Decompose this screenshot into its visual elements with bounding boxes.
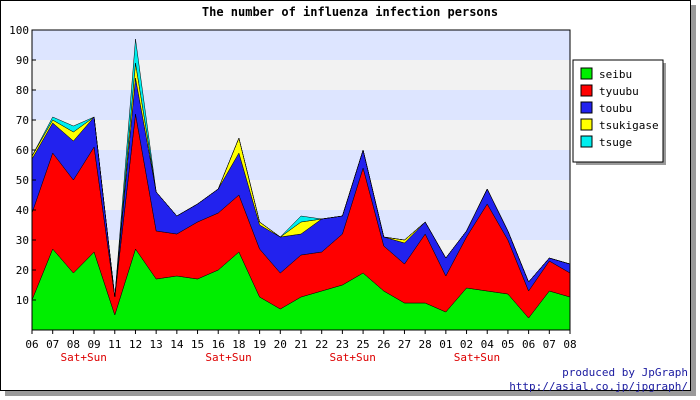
y-tick-label: 70 xyxy=(16,114,29,127)
weekend-label: Sat+Sun xyxy=(61,351,107,364)
x-tick-label: 12 xyxy=(129,338,142,351)
stacked-areas xyxy=(31,29,571,331)
frame-shadow-bottom xyxy=(5,391,696,396)
y-tick-label: 20 xyxy=(16,264,29,277)
x-tick-label: 26 xyxy=(377,338,390,351)
x-tick-label: 11 xyxy=(108,338,121,351)
y-tick-label: 50 xyxy=(16,174,29,187)
x-axis: 06 07 08 09 11 12 13 14 15 16 18 19 20 21 22 23 25 26 27 28… xyxy=(25,330,577,364)
x-tick-label: 07 xyxy=(543,338,556,351)
credit-line-1: produced by JpGraph xyxy=(562,366,688,379)
legend-label-tsuge: tsuge xyxy=(599,136,632,149)
y-tick-label: 100 xyxy=(9,24,29,37)
weekend-label: Sat+Sun xyxy=(330,351,376,364)
x-tick-label: 16 xyxy=(212,338,225,351)
weekend-label: Sat+Sun xyxy=(454,351,500,364)
grid-band xyxy=(32,150,570,180)
legend-swatch-toubu xyxy=(580,101,593,114)
x-tick-label: 05 xyxy=(501,338,514,351)
x-tick-label: 25 xyxy=(356,338,369,351)
x-tick-label: 22 xyxy=(315,338,328,351)
y-tick-label: 40 xyxy=(16,204,29,217)
y-tick-label: 90 xyxy=(16,54,29,67)
x-tick-label: 07 xyxy=(46,338,59,351)
grid-band xyxy=(32,30,570,60)
x-tick-label: 20 xyxy=(274,338,287,351)
x-tick-label: 23 xyxy=(336,338,349,351)
legend-swatch-tyuubu xyxy=(580,84,593,97)
x-tick-label: 27 xyxy=(398,338,411,351)
x-tick-label: 06 xyxy=(522,338,535,351)
frame-shadow-right xyxy=(691,5,696,396)
x-tick-label: 08 xyxy=(563,338,576,351)
legend-swatch-tsuge xyxy=(580,135,593,148)
x-tick-label: 04 xyxy=(481,338,495,351)
x-tick-label: 21 xyxy=(294,338,307,351)
x-tick-label: 28 xyxy=(419,338,432,351)
y-tick-label: 10 xyxy=(16,294,29,307)
grid-band xyxy=(32,120,570,150)
x-tick-label: 09 xyxy=(87,338,100,351)
x-tick-label: 19 xyxy=(253,338,266,351)
x-tick-label: 14 xyxy=(170,338,184,351)
grid-band xyxy=(32,60,570,90)
y-tick-label: 60 xyxy=(16,144,29,157)
credit-line-2: http://asial.co.jp/jpgraph/ xyxy=(509,380,688,393)
legend-label-toubu: toubu xyxy=(599,102,632,115)
x-tick-label: 08 xyxy=(67,338,80,351)
x-tick-label: 18 xyxy=(232,338,245,351)
x-tick-label: 06 xyxy=(25,338,38,351)
grid-band xyxy=(32,90,570,120)
y-tick-label: 30 xyxy=(16,234,29,247)
legend-label-tyuubu: tyuubu xyxy=(599,85,639,98)
weekend-label: Sat+Sun xyxy=(205,351,251,364)
x-tick-label: 02 xyxy=(460,338,473,351)
legend-label-seibu: seibu xyxy=(599,68,632,81)
y-axis: 10 20 30 40 50 60 70 80 90 100 xyxy=(9,24,36,307)
legend-swatch-seibu xyxy=(580,67,593,80)
legend-swatch-tsukigase xyxy=(580,118,593,131)
x-tick-label: 01 xyxy=(439,338,452,351)
legend-label-tsukigase: tsukigase xyxy=(599,119,659,132)
y-tick-label: 80 xyxy=(16,84,29,97)
x-tick-label: 13 xyxy=(150,338,163,351)
legend: seibu tyuubu toubu tsukigase tsuge xyxy=(572,59,666,165)
x-tick-label: 15 xyxy=(191,338,204,351)
chart-title: The number of influenza infection person… xyxy=(202,5,498,19)
